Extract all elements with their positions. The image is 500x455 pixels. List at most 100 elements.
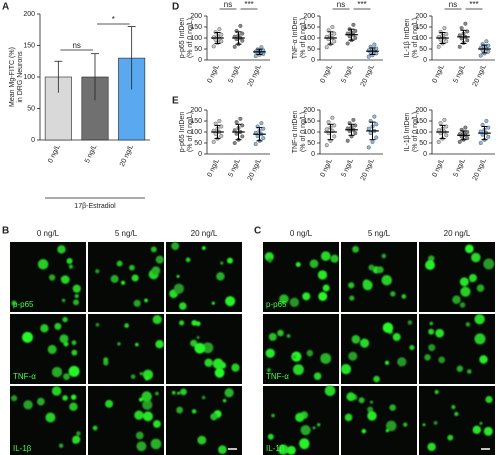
y-tick-label: 100 [190, 35, 202, 42]
cell [312, 426, 316, 430]
cell [397, 357, 407, 367]
data-point [486, 43, 491, 48]
cell [361, 428, 367, 434]
y-axis-label: in DRG Neurons [17, 51, 24, 103]
data-point [213, 121, 218, 126]
cell [68, 264, 74, 269]
data-point [232, 44, 237, 49]
cell [409, 344, 415, 351]
cells [424, 314, 488, 374]
data-point [457, 44, 462, 49]
cell [467, 369, 472, 374]
cell [292, 355, 297, 359]
cell [351, 335, 361, 344]
row-label: TNF-α [13, 372, 36, 381]
data-point [463, 125, 468, 130]
data-point [478, 53, 483, 58]
cell [72, 438, 78, 444]
y-tick-label: 100 [23, 74, 35, 81]
cell [226, 257, 233, 264]
y-tick-label: 0 [198, 57, 202, 64]
cell [66, 258, 73, 265]
cell [454, 411, 459, 417]
y-axis-label: p-p65 IntDen [179, 18, 186, 59]
cells [348, 245, 407, 301]
cell [231, 363, 240, 372]
y-tick-label: 200 [415, 13, 427, 20]
cells [22, 316, 80, 381]
y-tick-label: 200 [303, 13, 315, 20]
significance-label: ns [337, 0, 345, 9]
cell [155, 340, 164, 349]
cell [433, 420, 438, 425]
data-point [345, 138, 350, 143]
cell [224, 388, 234, 398]
cell [447, 434, 454, 441]
y-axis-label: (% of 0 ng/L) [412, 112, 419, 152]
column-header: 20 ng/L [444, 229, 471, 238]
cell [210, 413, 218, 421]
cell [194, 342, 206, 354]
cell [190, 339, 198, 347]
y-tick-label: 50 [419, 46, 427, 53]
y-tick-label: 0 [423, 57, 427, 64]
y-tick-label: 50 [194, 46, 202, 53]
cell [142, 399, 153, 410]
data-point [370, 139, 375, 144]
significance-label: ns [224, 0, 232, 9]
column-header: 5 ng/L [368, 229, 391, 238]
y-tick-label: 150 [190, 24, 202, 31]
cell [479, 421, 483, 425]
cell [459, 277, 469, 287]
data-point [217, 118, 222, 123]
y-tick-label: 100 [303, 35, 315, 42]
y-tick-label: 50 [307, 46, 315, 53]
cell [68, 365, 80, 377]
data-point [326, 120, 331, 125]
data-point [211, 44, 216, 49]
cell [22, 331, 33, 343]
x-tick-label: 5 ng/L [340, 158, 355, 179]
panel-label: B [2, 226, 9, 237]
cell [71, 349, 78, 356]
panel-label: D [172, 2, 179, 13]
cell [313, 372, 322, 380]
data-point [211, 139, 216, 144]
cell [37, 259, 49, 270]
cell [465, 322, 471, 327]
x-tick-label: 0 ng/L [319, 158, 334, 179]
data-point [232, 140, 237, 145]
cell [135, 342, 139, 347]
cell [121, 280, 126, 285]
cell [129, 264, 135, 271]
data-point [259, 121, 264, 126]
cell [191, 320, 198, 326]
cell [220, 261, 224, 265]
data-point [484, 118, 489, 123]
x-tick-label: 20 ng/L [360, 158, 376, 182]
cell [76, 431, 81, 436]
y-tick-label: 150 [415, 24, 427, 31]
cell [279, 294, 289, 304]
cell [324, 385, 336, 397]
cell [37, 397, 45, 406]
cell [422, 423, 426, 427]
x-tick-label: 0 ng/L [206, 64, 221, 85]
data-point [240, 31, 245, 36]
cell [317, 423, 321, 427]
cell [152, 315, 162, 325]
data-point [234, 120, 239, 125]
data-point [438, 121, 443, 126]
data-point [374, 46, 379, 51]
cell [201, 395, 206, 400]
data-point [219, 39, 224, 44]
x-tick-label: 0 ng/L [206, 158, 221, 179]
cell [216, 272, 225, 281]
cell [469, 273, 477, 282]
cell [202, 342, 214, 354]
cell [72, 284, 81, 293]
cell [171, 390, 176, 395]
cell [451, 404, 456, 410]
y-axis-label: (% of 0 ng/L) [300, 18, 307, 58]
row-label: p-p65 [13, 300, 34, 309]
